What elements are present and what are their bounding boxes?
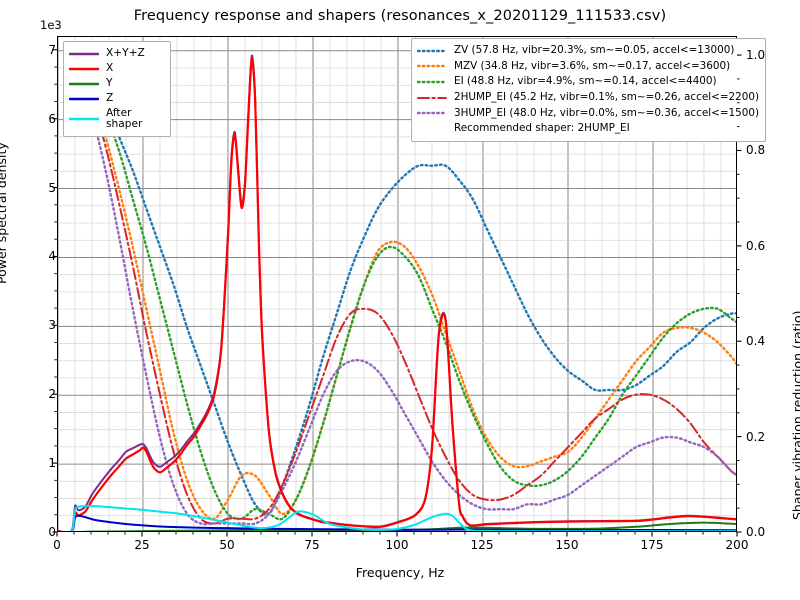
legend-item-ei: EI (48.8 Hz, vibr=4.9%, sm~=0.14, accel<… [417,74,759,90]
x-tick-100: 100 [385,538,409,552]
legend-swatch-ei-icon [417,76,447,88]
legend-swatch-zv-icon [417,45,447,57]
y-axis-title: Power spectral density [0,142,9,284]
y-tick-5: 5 [48,180,56,195]
shaper-curve-3hump_ei [70,54,736,526]
y2-tick-0.2: 0.2 [746,429,766,444]
legend-label: 3HUMP_EI (48.0 Hz, vibr=0.0%, sm~=0.36, … [454,106,760,119]
y2-tick-0.4: 0.4 [746,334,766,349]
y-tick-4: 4 [48,249,56,264]
x-tick-25: 25 [134,538,150,552]
legend-item-x-y-z: X+Y+Z [69,46,164,61]
legend-label: ZV (57.8 Hz, vibr=20.3%, sm~=0.05, accel… [454,44,735,57]
legend-shapers: ZV (57.8 Hz, vibr=20.3%, sm~=0.05, accel… [411,38,767,142]
x-tick-175: 175 [640,538,664,552]
legend-swatch-x-y-z-icon [69,48,99,60]
legend-label: EI (48.8 Hz, vibr=4.9%, sm~=0.14, accel<… [454,75,717,88]
y-tick-1: 1 [48,456,56,471]
y-tick-0: 0 [48,525,56,539]
y-tick-6: 6 [48,111,56,126]
shaper-curve-2hump_ei [70,55,736,525]
x-tick-75: 75 [304,538,320,552]
x-tick-50: 50 [219,538,235,552]
y2-axis-title: Shaper vibration reduction (ratio) [790,310,800,520]
legend-item-2hump_ei: 2HUMP_EI (45.2 Hz, vibr=0.1%, sm~=0.26, … [417,90,759,106]
legend-psd: X+Y+Z X Y Z After shaper [63,41,171,137]
y-tick-7: 7 [48,42,56,57]
legend-item-3hump_ei: 3HUMP_EI (48.0 Hz, vibr=0.0%, sm~=0.36, … [417,105,759,121]
recommended-shaper-note: Recommended shaper: 2HUMP_EI [417,121,759,137]
y2-tick-0.0: 0.0 [746,525,766,539]
data-curves [58,54,736,531]
shaper-curve-zv [70,54,736,516]
y2-tick-1.0: 1.0 [746,48,766,63]
legend-label: Y [106,77,113,89]
legend-swatch-2hump_ei-icon [417,92,447,104]
legend-swatch-mzv-icon [417,60,447,72]
shaper-curve-mzv [70,54,736,521]
legend-label: 2HUMP_EI (45.2 Hz, vibr=0.1%, sm~=0.26, … [454,91,760,104]
shaper-curve-ei [70,54,736,521]
x-tick-125: 125 [470,538,494,552]
x-tick-0: 0 [53,538,61,552]
legend-swatch-3hump_ei-icon [417,107,447,119]
psd-curve-z [71,514,736,531]
legend-label: X+Y+Z [106,47,145,59]
legend-item-z: Z [69,91,164,106]
legend-swatch-y-icon [69,78,99,90]
legend-item-x: X [69,61,164,76]
legend-label: X [106,62,114,74]
y-tick-3: 3 [48,318,56,333]
legend-item-zv: ZV (57.8 Hz, vibr=20.3%, sm~=0.05, accel… [417,43,759,59]
legend-label: Z [106,92,114,104]
x-tick-150: 150 [555,538,579,552]
legend-item-y: Y [69,76,164,91]
legend-swatch-z-icon [69,93,99,105]
legend-swatch-after-shaper-icon [69,113,99,125]
recommended-shaper-text: Recommended shaper: 2HUMP_EI [454,122,630,135]
x-axis-title: Frequency, Hz [355,565,445,580]
legend-swatch-x-icon [69,63,99,75]
psd-curve-x [58,57,736,531]
legend-label: MZV (34.8 Hz, vibr=3.6%, sm~=0.17, accel… [454,59,731,72]
y2-tick-0.6: 0.6 [746,238,766,253]
legend-label: After shaper [106,106,143,130]
y-tick-2: 2 [48,387,56,402]
chart-title: Frequency response and shapers (resonanc… [133,8,667,24]
y2-tick-0.8: 0.8 [746,143,766,158]
legend-item-after-shaper: After shaper [69,106,164,132]
legend-item-mzv: MZV (34.8 Hz, vibr=3.6%, sm~=0.17, accel… [417,59,759,75]
grid-clip [58,37,736,531]
psd-curve-after-shaper [58,505,736,531]
y-axis-exponent: 1e3 [40,18,62,32]
x-tick-200: 200 [725,538,749,552]
